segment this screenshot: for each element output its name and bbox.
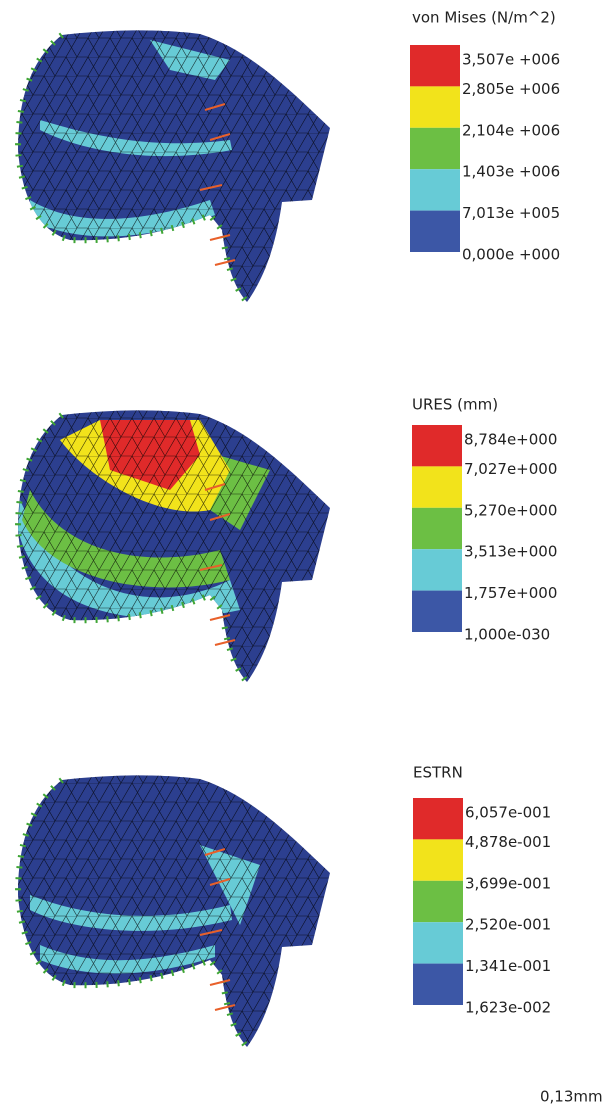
legend-band xyxy=(410,45,460,86)
legend-label: 3,513e+000 xyxy=(464,543,557,561)
legend-label: 7,027e+000 xyxy=(464,460,557,478)
legend-band xyxy=(412,508,462,549)
mesh-lines xyxy=(0,0,340,310)
stress-patches xyxy=(0,0,340,310)
scale-label: 0,13mm xyxy=(540,1088,603,1106)
legend-band xyxy=(410,86,460,127)
legend-band xyxy=(412,591,462,632)
legend-label: 1,623e-002 xyxy=(465,999,551,1017)
legend-label: 2,805e +006 xyxy=(462,80,560,98)
figure: von Mises (N/m^2) URES (mm) ESTRN 0,13mm… xyxy=(0,0,603,1105)
legend-label: 1,341e-001 xyxy=(465,957,551,975)
legend-label: 2,104e +006 xyxy=(462,121,560,139)
legend-label: 7,013e +005 xyxy=(462,204,560,222)
legend-label: 1,757e+000 xyxy=(464,584,557,602)
legend-title: von Mises (N/m^2) xyxy=(412,9,556,27)
legend-label: 0,000e +000 xyxy=(462,246,560,264)
legend-label: 1,000e-030 xyxy=(464,626,550,644)
legend-label: 3,507e +006 xyxy=(462,51,560,69)
legend-label: 1,403e +006 xyxy=(462,163,560,181)
mesh-model xyxy=(0,0,340,310)
legend-band xyxy=(413,798,463,839)
legend-band xyxy=(412,425,462,466)
legend-band xyxy=(413,881,463,922)
legend-label: 8,784e+000 xyxy=(464,431,557,449)
legend-band xyxy=(413,964,463,1005)
legend-title: ESTRN xyxy=(413,764,463,782)
legend-band xyxy=(413,922,463,963)
legend-label: 3,699e-001 xyxy=(465,874,551,892)
legend-band xyxy=(410,169,460,210)
legend-band xyxy=(410,128,460,169)
mesh-lines xyxy=(0,380,340,690)
legend-label: 4,878e-001 xyxy=(465,833,551,851)
legend-title: URES (mm) xyxy=(412,396,498,414)
mesh-lines xyxy=(0,745,340,1055)
stress-patches xyxy=(0,745,340,1055)
legend-label: 2,520e-001 xyxy=(465,916,551,934)
legend-band xyxy=(413,839,463,880)
legend-band xyxy=(412,466,462,507)
stress-patches xyxy=(0,380,340,690)
legend-band xyxy=(410,211,460,252)
mesh-model xyxy=(0,745,340,1055)
legend-label: 6,057e-001 xyxy=(465,804,551,822)
mesh-model xyxy=(0,380,340,690)
legend-band xyxy=(412,549,462,590)
legend-label: 5,270e+000 xyxy=(464,501,557,519)
